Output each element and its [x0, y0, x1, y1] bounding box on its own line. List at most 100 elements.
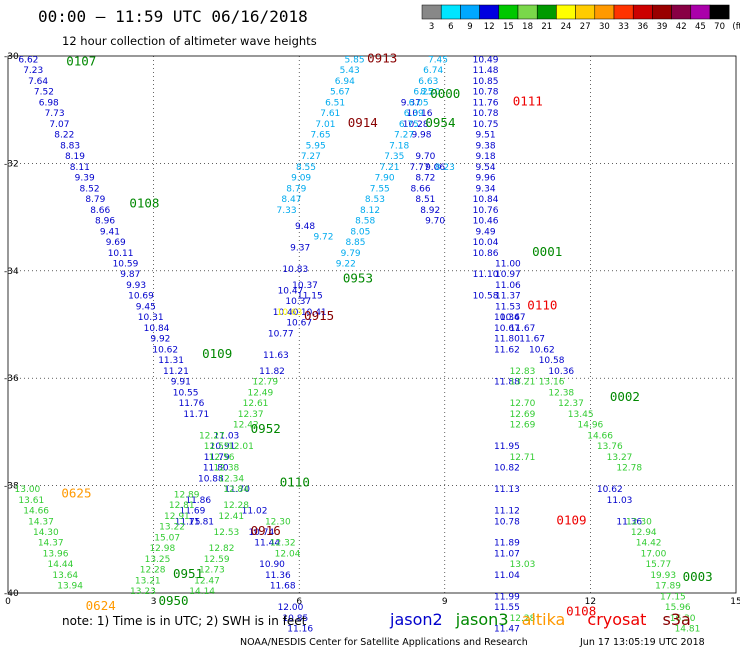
wave-height-value: 11.68 — [270, 582, 296, 592]
wave-height-value: 9.91 — [171, 378, 191, 388]
wave-height-value: 15.77 — [645, 560, 671, 570]
wave-height-value: 8.83 — [60, 141, 80, 151]
wave-height-value: 9.37 — [401, 98, 421, 108]
pass-time-label: 0003 — [683, 569, 713, 584]
wave-height-value: 8.23 — [435, 163, 455, 173]
wave-height-value: 7.90 — [375, 174, 395, 184]
wave-height-value: 10.88 — [198, 474, 224, 484]
wave-height-value: 6.94 — [335, 77, 355, 87]
wave-height-value: 12.71 — [510, 453, 536, 463]
pass-time-label: 0915 — [304, 308, 334, 323]
wave-height-value: 6.51 — [325, 98, 345, 108]
wave-height-value: 12.30 — [265, 517, 291, 527]
wave-height-value: 9.92 — [150, 335, 170, 345]
wave-height-value: 10.85 — [282, 614, 308, 624]
colorbar-swatch — [460, 4, 480, 20]
wave-height-value: 13.21 — [135, 576, 161, 586]
wave-height-value: 6.63 — [418, 77, 438, 87]
wave-height-value: 10.37 — [292, 281, 318, 291]
wave-height-value: 13.03 — [510, 560, 536, 570]
wave-height-value: 10.41 — [301, 308, 327, 318]
y-tick-label: -40 — [4, 589, 19, 599]
wave-height-value: 5.95 — [306, 141, 326, 151]
wave-height-value: 11.37 — [495, 292, 521, 302]
y-tick-label: -32 — [4, 159, 19, 169]
wave-height-value: 14.96 — [578, 421, 604, 431]
y-tick-label: -36 — [4, 374, 19, 384]
wave-height-value: 8.05 — [350, 227, 370, 237]
wave-height-value: 8.53 — [365, 195, 385, 205]
wave-height-value: 12.59 — [204, 555, 230, 565]
wave-height-value: 14.66 — [587, 431, 613, 441]
wave-height-value: 10.85 — [473, 77, 499, 87]
colorbar-label: (ft) — [732, 22, 740, 32]
wave-height-value: 12.91 — [164, 512, 190, 522]
colorbar-swatch — [421, 4, 442, 20]
pass-time-label: 0913 — [367, 50, 397, 65]
wave-height-value: 13.45 — [568, 410, 594, 420]
wave-height-value: 5.67 — [330, 88, 350, 98]
colorbar-label: 33 — [618, 22, 629, 32]
colorbar-swatch — [440, 4, 461, 20]
x-tick-label: 12 — [585, 597, 596, 607]
pass-time-label: 0110 — [280, 475, 310, 490]
wave-height-value: 13.22 — [159, 523, 185, 533]
wave-height-value: 13.61 — [18, 496, 44, 506]
colorbar-label: 70 — [714, 22, 725, 32]
wave-height-value: 10.11 — [108, 249, 134, 259]
wave-height-value: 12.00 — [278, 603, 304, 613]
wave-height-value: 7.27 — [394, 131, 414, 141]
colorbar-label: 21 — [541, 22, 552, 32]
wave-height-value: 11.79 — [204, 453, 230, 463]
wave-height-value: 8.96 — [95, 217, 115, 227]
wave-height-value: 13.21 — [510, 378, 536, 388]
wave-height-value: 12.69 — [510, 421, 536, 431]
colorbar-label: 39 — [657, 22, 668, 32]
wave-height-value: 10.58 — [473, 292, 499, 302]
wave-height-value: 10.78 — [494, 517, 520, 527]
wave-height-value: 9.22 — [336, 260, 356, 270]
wave-height-value: 8.22 — [54, 131, 74, 141]
wave-height-value: 8.20 — [420, 88, 440, 98]
colorbar-label: 45 — [695, 22, 706, 32]
wave-height-value: 10.34 — [494, 313, 520, 323]
wave-height-value: 7.18 — [389, 141, 409, 151]
wave-height-value: 10.55 — [173, 388, 199, 398]
wave-height-value: 12.28 — [140, 566, 166, 576]
wave-height-value: 11.02 — [242, 507, 268, 517]
wave-height-value: 16.30 — [670, 614, 696, 624]
y-tick-label: -38 — [4, 482, 19, 492]
satellite-legend-s3a: s3a — [663, 610, 691, 629]
pass-time-label: 0000 — [430, 86, 460, 101]
wave-height-value: 12.55 — [204, 442, 230, 452]
footer-note: note: 1) Time is in UTC; 2) SWH is in fe… — [62, 614, 307, 628]
wave-height-value: 10.76 — [473, 206, 499, 216]
colorbar-label: 24 — [561, 22, 572, 32]
y-tick-label: -34 — [4, 267, 19, 277]
wave-height-value: 11.10 — [473, 270, 499, 280]
wave-height-value: 13.96 — [43, 549, 69, 559]
colorbar-swatch — [498, 4, 519, 20]
wave-height-value: 8.85 — [345, 238, 365, 248]
wave-height-value: 11.95 — [494, 442, 520, 452]
wave-height-value: 11.70 — [224, 485, 250, 495]
wave-height-value: 6.05 — [409, 98, 429, 108]
wave-height-value: 8.47 — [281, 195, 301, 205]
colorbar-swatch — [594, 4, 615, 20]
colorbar-swatch — [479, 4, 500, 20]
colorbar-swatch — [556, 4, 576, 20]
wave-height-value: 14.14 — [189, 587, 215, 597]
wave-height-value: 10.62 — [529, 345, 555, 355]
wave-height-value: 11.13 — [494, 485, 520, 495]
wave-height-value: 12.42 — [233, 421, 259, 431]
wave-height-value: 10.36 — [548, 367, 574, 377]
wave-height-value: 10.69 — [128, 292, 154, 302]
wave-height-value: 12.41 — [218, 512, 244, 522]
wave-height-value: 9.39 — [75, 174, 95, 184]
wave-height-value: 11.75 — [175, 517, 201, 527]
wave-height-value: 9.48 — [295, 222, 315, 232]
colorbar-label: 6 — [448, 22, 453, 32]
wave-height-value: 11.44 — [254, 539, 280, 549]
wave-height-value: 10.37 — [285, 297, 311, 307]
wave-height-value: 13.00 — [15, 485, 41, 495]
